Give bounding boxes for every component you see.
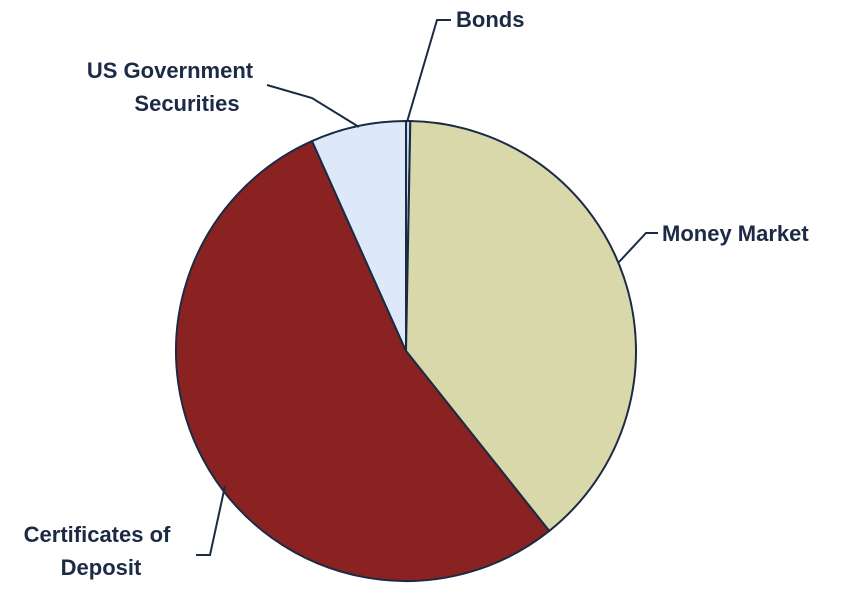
leader-line-us-government-securities [266, 84, 360, 128]
label-certificates-of-deposit-line1: Certificates of [24, 522, 171, 547]
label-us-government-securities-line2: Securities [134, 91, 239, 116]
pie-slice-money-market [405, 120, 637, 532]
label-money-market: Money Market [662, 221, 809, 246]
leader-line-certificates-of-deposit [196, 485, 226, 556]
leader-line-bonds [406, 19, 451, 123]
label-bonds: Bonds [456, 7, 524, 32]
label-certificates-of-deposit-line2: Deposit [61, 555, 142, 580]
leader-lines [196, 19, 658, 556]
pie-slices [174, 120, 637, 582]
leader-line-money-market [618, 232, 658, 263]
label-us-government-securities-line1: US Government [87, 58, 254, 83]
pie-slice-certificates-of-deposit [174, 140, 551, 582]
